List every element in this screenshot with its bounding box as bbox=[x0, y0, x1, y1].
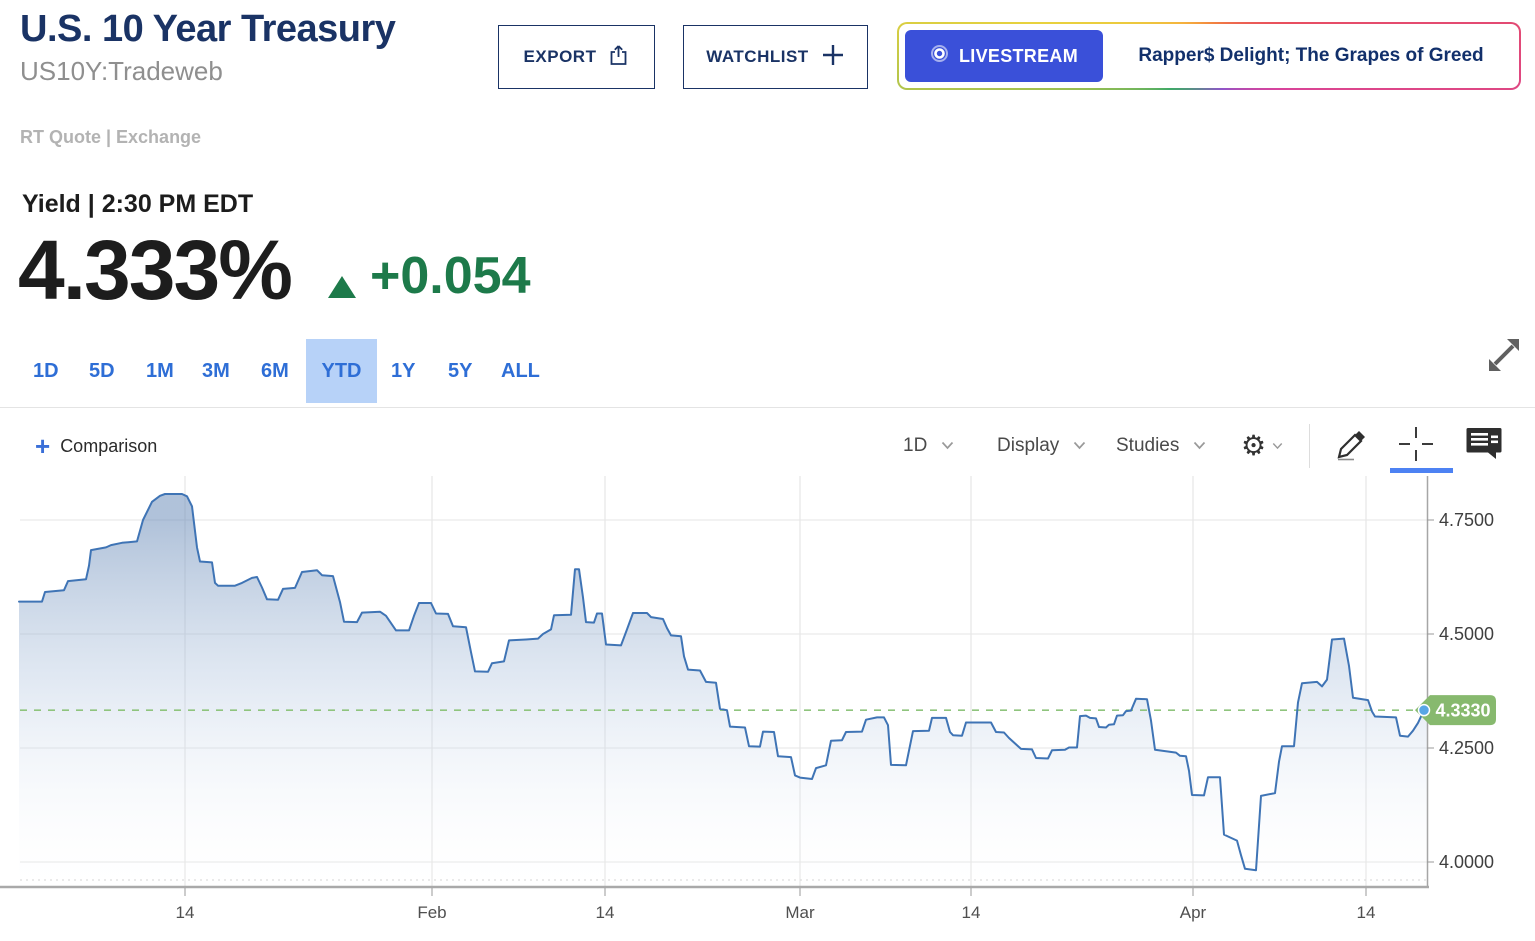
crosshair-icon bbox=[1397, 425, 1435, 468]
yield-chart[interactable]: 14 Feb 14 Mar 14 Apr 14 4.7500 4.5000 4.2500 4.000… bbox=[0, 476, 1535, 941]
current-price-badge bbox=[1415, 695, 1496, 726]
x-axis-label: 14 bbox=[1357, 903, 1376, 922]
range-tab-1m[interactable]: 1M bbox=[146, 360, 174, 382]
page-title: U.S. 10 Year Treasury bbox=[20, 8, 396, 50]
y-axis-label: 4.0000 bbox=[1439, 852, 1494, 872]
add-comparison-button[interactable]: + Comparison bbox=[35, 424, 157, 468]
comparison-label: Comparison bbox=[60, 435, 158, 456]
tabs-divider bbox=[0, 407, 1535, 408]
export-icon bbox=[608, 44, 629, 71]
range-tab-5y[interactable]: 5Y bbox=[448, 360, 473, 382]
symbol: US10Y:Tradeweb bbox=[20, 56, 223, 86]
comparison-plus-icon: + bbox=[35, 431, 51, 461]
range-tab-6m[interactable]: 6M bbox=[261, 360, 289, 382]
chevron-down-icon bbox=[1073, 437, 1086, 455]
yield-line bbox=[18, 493, 1428, 872]
up-arrow-icon bbox=[328, 276, 356, 303]
export-label: EXPORT bbox=[523, 47, 597, 66]
display-label: Display bbox=[997, 435, 1060, 456]
x-axis-label: Mar bbox=[785, 903, 815, 922]
price-value: 4.333% bbox=[18, 223, 293, 317]
range-tab-1d[interactable]: 1D bbox=[33, 360, 59, 382]
x-axis-label: Feb bbox=[417, 903, 446, 922]
range-tab-ytd[interactable]: YTD bbox=[306, 339, 377, 403]
comment-icon bbox=[1465, 427, 1503, 465]
range-tab-1y[interactable]: 1Y bbox=[391, 360, 416, 382]
quote-meta: RT Quote | Exchange bbox=[20, 127, 202, 147]
draw-tool-button[interactable] bbox=[1329, 426, 1373, 466]
toolbar-divider bbox=[1309, 424, 1310, 468]
news-comment-button[interactable] bbox=[1462, 426, 1506, 466]
y-axis-label: 4.2500 bbox=[1439, 738, 1494, 758]
x-axis-label: 14 bbox=[596, 903, 615, 922]
x-axis-label: 14 bbox=[962, 903, 981, 922]
interval-label: 1D bbox=[903, 435, 928, 456]
range-tab-3m[interactable]: 3M bbox=[202, 360, 230, 382]
interval-dropdown[interactable]: 1D bbox=[903, 424, 954, 468]
crosshair-tool-button[interactable] bbox=[1394, 426, 1438, 466]
livestream-dot-icon bbox=[930, 44, 949, 68]
x-axis-label: 14 bbox=[176, 903, 195, 922]
gear-icon: ⚙ bbox=[1241, 430, 1267, 461]
current-price-label: 4.3330 bbox=[1435, 701, 1490, 721]
chevron-down-icon bbox=[941, 437, 954, 455]
export-button[interactable]: EXPORT bbox=[498, 25, 655, 89]
pencil-icon bbox=[1333, 427, 1369, 466]
livestream-banner: LIVESTREAM Rapper$ Delight; The Grapes o… bbox=[897, 22, 1521, 90]
active-tool-underline bbox=[1390, 468, 1453, 473]
price-change: +0.054 bbox=[370, 247, 531, 305]
range-tab-5d[interactable]: 5D bbox=[89, 360, 115, 382]
expand-icon[interactable] bbox=[1486, 336, 1522, 379]
chevron-down-icon bbox=[1272, 437, 1283, 455]
y-axis-label: 4.5000 bbox=[1439, 624, 1494, 644]
chevron-down-icon bbox=[1193, 437, 1206, 455]
range-tabs: 1D 5D 1M 3M 6M YTD 1Y 5Y ALL bbox=[0, 339, 1535, 403]
studies-label: Studies bbox=[1116, 435, 1180, 456]
x-axis-label: Apr bbox=[1180, 903, 1207, 922]
last-point-dot bbox=[1417, 703, 1431, 717]
display-dropdown[interactable]: Display bbox=[997, 424, 1086, 468]
livestream-label: LIVESTREAM bbox=[958, 45, 1078, 66]
livestream-banner-inner: LIVESTREAM Rapper$ Delight; The Grapes o… bbox=[899, 24, 1519, 88]
livestream-button[interactable]: LIVESTREAM bbox=[905, 30, 1103, 82]
watchlist-button[interactable]: WATCHLIST bbox=[683, 25, 868, 89]
watchlist-label: WATCHLIST bbox=[706, 47, 809, 66]
metric-label: Yield | 2:30 PM EDT bbox=[22, 190, 254, 218]
settings-dropdown[interactable]: ⚙ bbox=[1241, 424, 1283, 468]
livestream-headline[interactable]: Rapper$ Delight; The Grapes of Greed bbox=[1138, 45, 1484, 66]
range-tab-all[interactable]: ALL bbox=[501, 360, 540, 382]
studies-dropdown[interactable]: Studies bbox=[1116, 424, 1206, 468]
yield-area-fill bbox=[19, 494, 1427, 886]
y-axis-label: 4.7500 bbox=[1439, 510, 1494, 530]
plus-icon bbox=[821, 43, 845, 72]
